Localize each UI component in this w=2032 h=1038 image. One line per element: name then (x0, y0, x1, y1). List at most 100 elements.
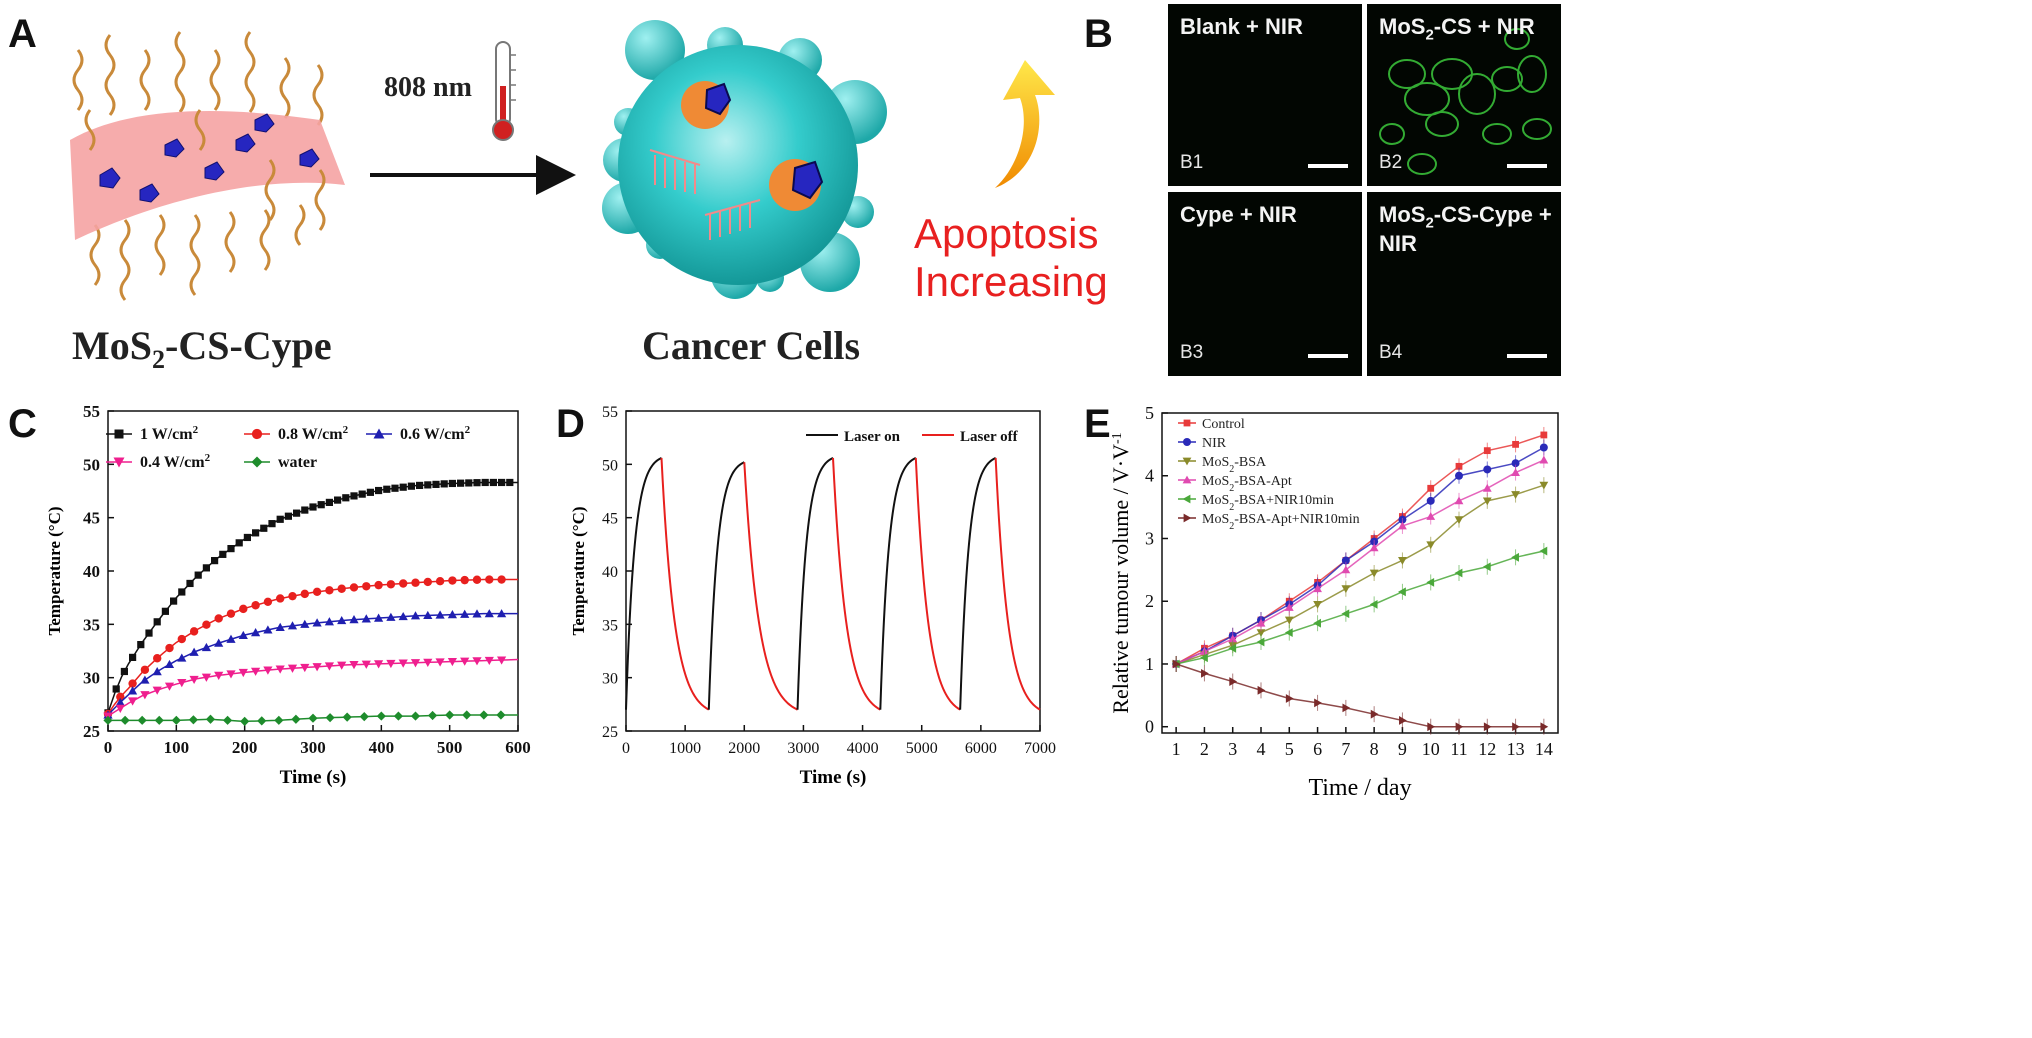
data-point (103, 715, 113, 725)
panel-label-c: C (8, 402, 37, 446)
thermometer-icon (492, 41, 516, 141)
data-point (189, 627, 199, 636)
chart-d-cycling: 0 1000 2000 3000 4000 5000 6000 7000 25 30 35 40 45 5… (570, 404, 1056, 788)
x-tick-label: 1000 (669, 740, 701, 757)
data-point (1229, 677, 1238, 686)
data-point (448, 479, 456, 488)
data-point (194, 571, 202, 579)
micrograph-b4-title-sub: 2 (1425, 214, 1434, 232)
data-point (1512, 440, 1519, 448)
data-point (398, 611, 408, 621)
x-tick-label: 500 (437, 738, 463, 757)
data-point (1539, 546, 1548, 556)
data-point (161, 607, 169, 615)
legend-label-rest: -BSA (1234, 455, 1267, 470)
legend-label: 0.6 W/cm2 (400, 424, 471, 443)
micrograph-b3: Cype + NIR B3 (1168, 192, 1362, 376)
series-triangle-down (103, 656, 519, 721)
data-point (238, 668, 248, 678)
plot-frame (1161, 412, 1559, 734)
data-point (214, 614, 223, 623)
data-point (129, 653, 137, 661)
x-tick-label: 300 (300, 738, 326, 757)
data-point (506, 478, 514, 487)
data-point (288, 591, 297, 601)
panel-label-e: E (1084, 402, 1111, 446)
polymer-chains (72, 31, 324, 301)
apoptosis-line2: Increasing (914, 258, 1108, 305)
data-point (202, 620, 211, 629)
data-point (376, 711, 386, 721)
data-point (243, 533, 251, 542)
legend-label-sub: 2 (1229, 502, 1234, 513)
data-point (128, 679, 137, 688)
data-point (293, 509, 301, 517)
data-point (1455, 471, 1463, 480)
legend-marker (251, 456, 263, 468)
x-tick-label: 0 (622, 740, 630, 757)
data-point (1398, 587, 1406, 597)
data-point (165, 643, 174, 653)
data-point (152, 686, 162, 695)
x-tick-label: 2 (1200, 739, 1209, 759)
legend-marker (1182, 475, 1192, 484)
data-point (457, 479, 465, 487)
data-point (484, 656, 494, 666)
cycle-3 (796, 457, 881, 711)
x-tick-label: 12 (1478, 739, 1496, 759)
data-point (120, 715, 130, 725)
x-tick-label: 7000 (1024, 740, 1056, 757)
data-point (1256, 637, 1265, 647)
scale-bar (1308, 354, 1348, 358)
data-point (260, 524, 268, 532)
x-tick-label: 5 (1285, 739, 1294, 759)
series-square (104, 478, 518, 717)
series-triangle-right (1172, 655, 1549, 735)
y-tick-label: 50 (83, 455, 100, 474)
legend-label: NIR (1202, 436, 1227, 451)
micrograph-b4-title: MoS2-CS-Cype + NIR (1379, 202, 1561, 257)
increase-arrow-icon (995, 60, 1055, 188)
data-point (140, 691, 150, 700)
data-point (251, 628, 261, 637)
data-point (1342, 703, 1351, 713)
x-tick-label: 6000 (965, 740, 997, 757)
panel-label-a: A (8, 12, 37, 56)
data-point (201, 642, 211, 652)
legend-label-sup: 2 (465, 424, 471, 436)
x-tick-label: 200 (232, 738, 258, 757)
legend-label-sub: 2 (1229, 464, 1234, 475)
data-point (238, 630, 248, 640)
data-point (171, 715, 181, 725)
data-point (287, 664, 298, 673)
data-point (349, 615, 359, 624)
legend-label-sub: 2 (1229, 483, 1234, 494)
legend-marker (1183, 419, 1191, 427)
y-axis-label: Temperature (°C) (570, 506, 588, 635)
data-point (1201, 668, 1209, 678)
data-point (337, 584, 346, 593)
cell-fluorescence (1379, 28, 1552, 175)
data-point (1341, 585, 1351, 594)
data-point (460, 575, 469, 585)
cycle-2 (707, 461, 798, 711)
data-point (116, 692, 125, 702)
legend-marker (1183, 513, 1192, 523)
data-point (1512, 722, 1520, 732)
data-point (424, 481, 432, 489)
data-point (462, 710, 472, 720)
y-tick-label: 55 (602, 404, 618, 421)
data-point (263, 666, 273, 675)
data-point (1172, 659, 1181, 669)
data-point (399, 579, 408, 588)
data-point (342, 494, 350, 502)
data-point (334, 496, 342, 504)
material-label: MoS2-CS-Cype (72, 322, 332, 375)
data-point (1482, 562, 1491, 572)
data-point (432, 480, 440, 488)
data-point (145, 629, 153, 637)
micrograph-b2-title-post: -CS + NIR (1433, 14, 1535, 39)
data-point (201, 673, 211, 682)
data-point (240, 716, 250, 726)
data-point (276, 515, 284, 523)
